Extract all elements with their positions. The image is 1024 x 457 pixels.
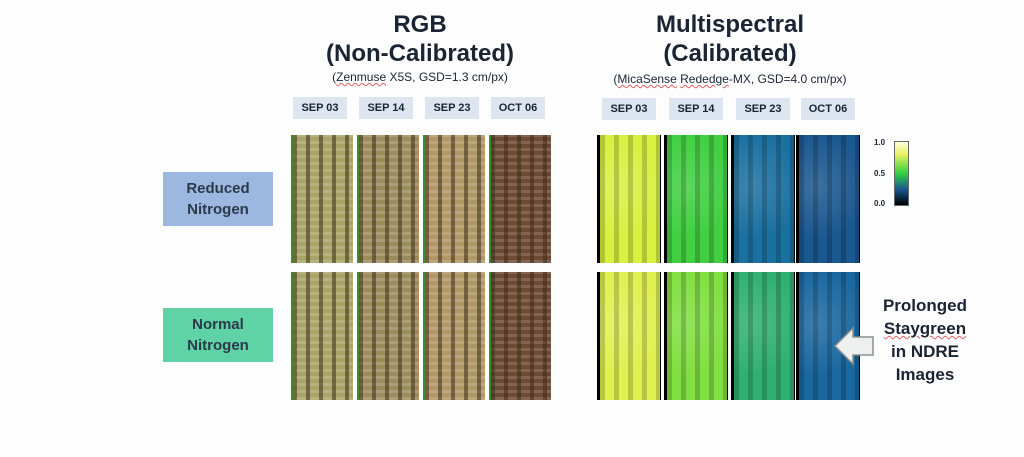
rgb-plot-image bbox=[489, 272, 551, 400]
callout-text: Prolonged Staygreen in NDRE Images bbox=[882, 296, 968, 384]
rgb-plot-image bbox=[489, 135, 551, 263]
ndre-plot-image bbox=[796, 135, 860, 263]
rgb-plot-image bbox=[423, 135, 485, 263]
rgb-date-label: OCT 06 bbox=[491, 97, 545, 119]
ndre-plot-image bbox=[664, 135, 728, 263]
rgb-plot-image bbox=[291, 135, 353, 263]
rgb-plot-image bbox=[291, 272, 353, 400]
colorbar-mid: 0.5 bbox=[874, 169, 886, 178]
ndre-plot-image bbox=[597, 135, 661, 263]
ms-title: Multispectral (Calibrated) bbox=[655, 11, 805, 67]
rgb-plot-image bbox=[357, 272, 419, 400]
ms-date-label: SEP 03 bbox=[602, 98, 656, 120]
arrow-left-icon bbox=[833, 326, 874, 366]
rgb-plot-image bbox=[423, 272, 485, 400]
ndre-plot-image bbox=[731, 135, 795, 263]
rgb-date-label: SEP 23 bbox=[425, 97, 479, 119]
colorbar-max: 1.0 bbox=[874, 138, 886, 147]
rgb-title: RGB (Non-Calibrated) bbox=[326, 11, 514, 67]
rgb-date-label: SEP 03 bbox=[293, 97, 347, 119]
ms-subtitle: (MicaSense Rededge-MX, GSD=4.0 cm/px) bbox=[613, 72, 847, 86]
ms-date-label: SEP 23 bbox=[736, 98, 790, 120]
rgb-plot-image bbox=[357, 135, 419, 263]
colorbar-min: 0.0 bbox=[874, 199, 886, 208]
row-label-normal-nitrogen: Normal Nitrogen bbox=[163, 308, 273, 362]
ndre-plot-image bbox=[731, 272, 795, 400]
rgb-date-label: SEP 14 bbox=[359, 97, 413, 119]
rgb-subtitle: (Zenmuse X5S, GSD=1.3 cm/px) bbox=[332, 70, 508, 84]
ndre-plot-image bbox=[664, 272, 728, 400]
colorbar bbox=[894, 141, 909, 206]
ms-date-label: OCT 06 bbox=[801, 98, 855, 120]
row-label-reduced-nitrogen: Reduced Nitrogen bbox=[163, 172, 273, 226]
ms-date-label: SEP 14 bbox=[669, 98, 723, 120]
ndre-plot-image bbox=[597, 272, 661, 400]
